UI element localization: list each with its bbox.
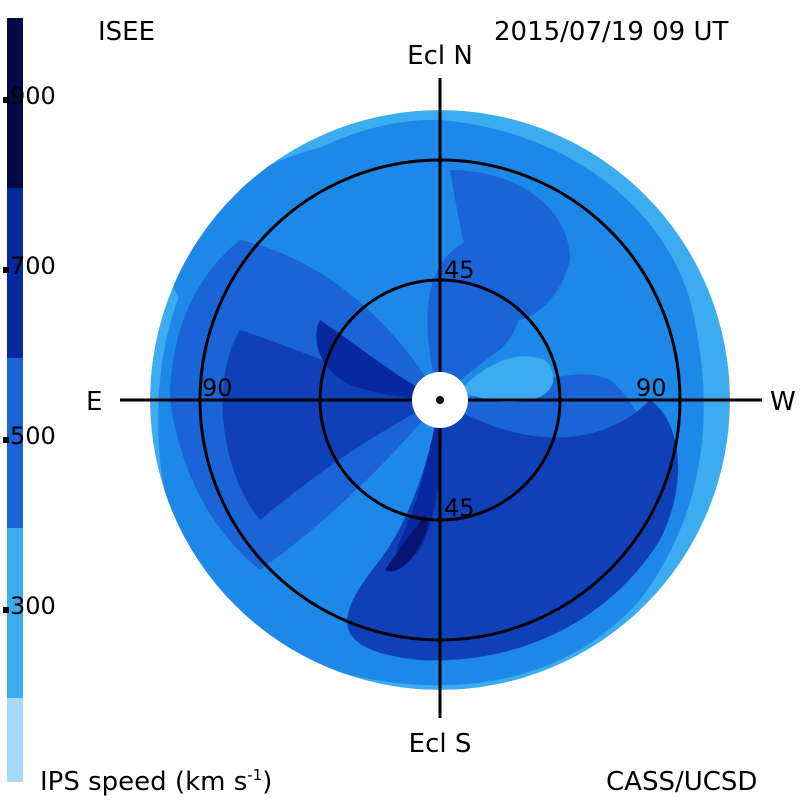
colorbar-tick-900 bbox=[3, 97, 9, 103]
speed-region-west-lobe bbox=[222, 330, 440, 520]
speed-region-peak bbox=[385, 515, 428, 572]
ring-label-45-bottom: 45 bbox=[444, 494, 475, 522]
colorbar-tick-500 bbox=[3, 437, 9, 443]
credit-label: CASS/UCSD bbox=[606, 767, 757, 797]
sun-center-dot bbox=[436, 396, 444, 404]
west-label: W bbox=[770, 387, 796, 417]
colorbar-level-2 bbox=[7, 528, 23, 698]
ecliptic-north-label: Ecl N bbox=[407, 41, 473, 71]
colorbar: 900 700 500 300 bbox=[3, 18, 56, 782]
ring-label-45-top: 45 bbox=[444, 256, 475, 284]
speed-unit-exponent: -1 bbox=[247, 766, 262, 784]
colorbar-level-1 bbox=[7, 698, 23, 782]
ecliptic-south-label: Ecl S bbox=[409, 729, 472, 759]
timestamp-label: 2015/07/19 09 UT bbox=[494, 17, 728, 47]
colorbar-tick-700 bbox=[3, 267, 9, 273]
colorbar-level-4 bbox=[7, 188, 23, 358]
east-label: E bbox=[86, 387, 102, 417]
colorbar-label-900: 900 bbox=[10, 82, 56, 110]
ring-label-90-left: 90 bbox=[202, 374, 233, 402]
speed-region-top-right-lobe bbox=[450, 170, 570, 322]
colorbar-tick-300 bbox=[3, 607, 9, 613]
speed-unit-text: IPS speed (km s bbox=[40, 767, 247, 797]
speed-region-core-arm-left bbox=[316, 320, 440, 400]
speed-unit-label: IPS speed (km s-1) bbox=[40, 766, 272, 797]
colorbar-label-500: 500 bbox=[10, 422, 56, 450]
colorbar-label-700: 700 bbox=[10, 252, 56, 280]
colorbar-level-5 bbox=[7, 18, 23, 188]
speed-region-low-east bbox=[460, 356, 554, 402]
speed-region-lobe-upper-left bbox=[160, 140, 380, 300]
colorbar-level-3 bbox=[7, 358, 23, 528]
institution-label: ISEE bbox=[98, 17, 155, 47]
speed-unit-close: ) bbox=[262, 767, 272, 797]
ring-label-90-right: 90 bbox=[636, 374, 667, 402]
colorbar-label-300: 300 bbox=[10, 592, 56, 620]
